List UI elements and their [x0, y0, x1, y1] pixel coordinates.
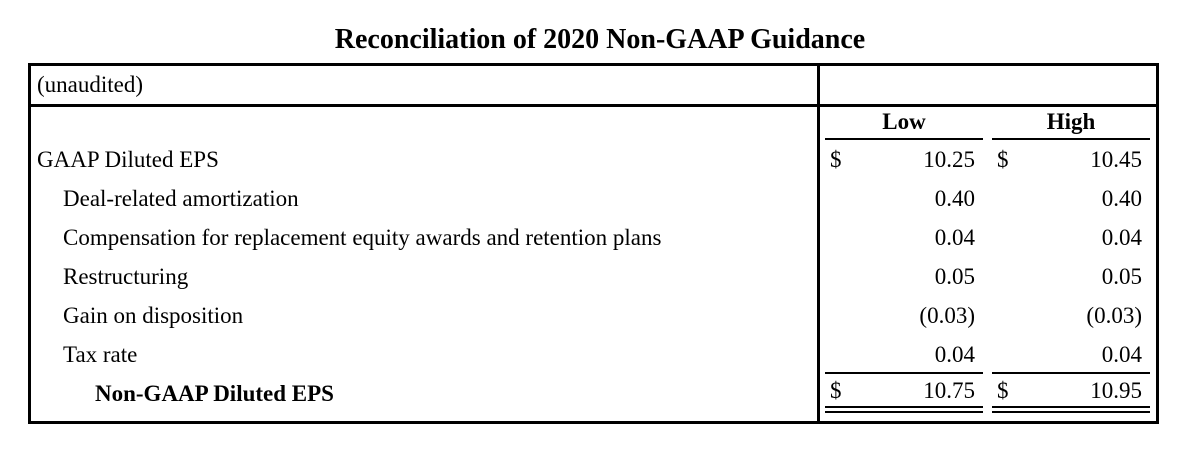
low-value: 10.25 — [923, 147, 975, 172]
low-value: 0.40 — [934, 186, 975, 211]
currency-symbol: $ — [830, 147, 842, 172]
high-value: 0.04 — [1101, 342, 1142, 367]
row-label: Deal-related amortization — [63, 186, 299, 211]
column-header-high: High — [992, 107, 1150, 140]
column-header-row: Low High — [31, 107, 1156, 140]
currency-symbol: $ — [830, 378, 842, 403]
table-row-compensation: Compensation for replacement equity awar… — [31, 218, 1156, 257]
table-row-gain-on-disposition: Gain on disposition (0.03) (0.03) — [31, 296, 1156, 335]
low-value: 0.04 — [934, 342, 975, 367]
table-row-gaap-diluted-eps: GAAP Diluted EPS $ 10.25 $ 10.45 — [31, 140, 1156, 179]
currency-symbol: $ — [997, 378, 1009, 403]
row-label: Non-GAAP Diluted EPS — [95, 381, 334, 406]
row-label: Gain on disposition — [63, 303, 244, 328]
column-header-low: Low — [825, 107, 983, 140]
low-value: 0.05 — [934, 264, 975, 289]
high-value: 10.95 — [1090, 378, 1142, 403]
unaudited-label: (unaudited) — [37, 72, 144, 97]
unaudited-row: (unaudited) — [31, 66, 1156, 107]
high-value: 10.45 — [1090, 147, 1142, 172]
table-row-non-gaap-diluted-eps: Non-GAAP Diluted EPS $ 10.75 $ 10.95 — [31, 374, 1156, 413]
low-value: 10.75 — [923, 378, 975, 403]
page-title: Reconciliation of 2020 Non-GAAP Guidance — [334, 24, 866, 55]
table-row-deal-related-amortization: Deal-related amortization 0.40 0.40 — [31, 179, 1156, 218]
row-label: Restructuring — [63, 264, 189, 289]
high-value: 0.04 — [1101, 225, 1142, 250]
table-row-tax-rate: Tax rate 0.04 0.04 — [31, 335, 1156, 374]
row-label: GAAP Diluted EPS — [37, 147, 219, 172]
high-value: 0.40 — [1101, 186, 1142, 211]
header-left-spacer — [31, 107, 820, 140]
high-value: (0.03) — [1086, 303, 1142, 328]
reconciliation-table: (unaudited) Low High GAAP Diluted EPS $ … — [28, 63, 1159, 424]
row-label: Compensation for replacement equity awar… — [63, 225, 662, 250]
table-row-restructuring: Restructuring 0.05 0.05 — [31, 257, 1156, 296]
low-value: 0.04 — [934, 225, 975, 250]
high-value: 0.05 — [1101, 264, 1142, 289]
row-label: Tax rate — [63, 342, 138, 367]
currency-symbol: $ — [997, 147, 1009, 172]
low-value: (0.03) — [919, 303, 975, 328]
table-vertical-divider — [817, 66, 820, 421]
